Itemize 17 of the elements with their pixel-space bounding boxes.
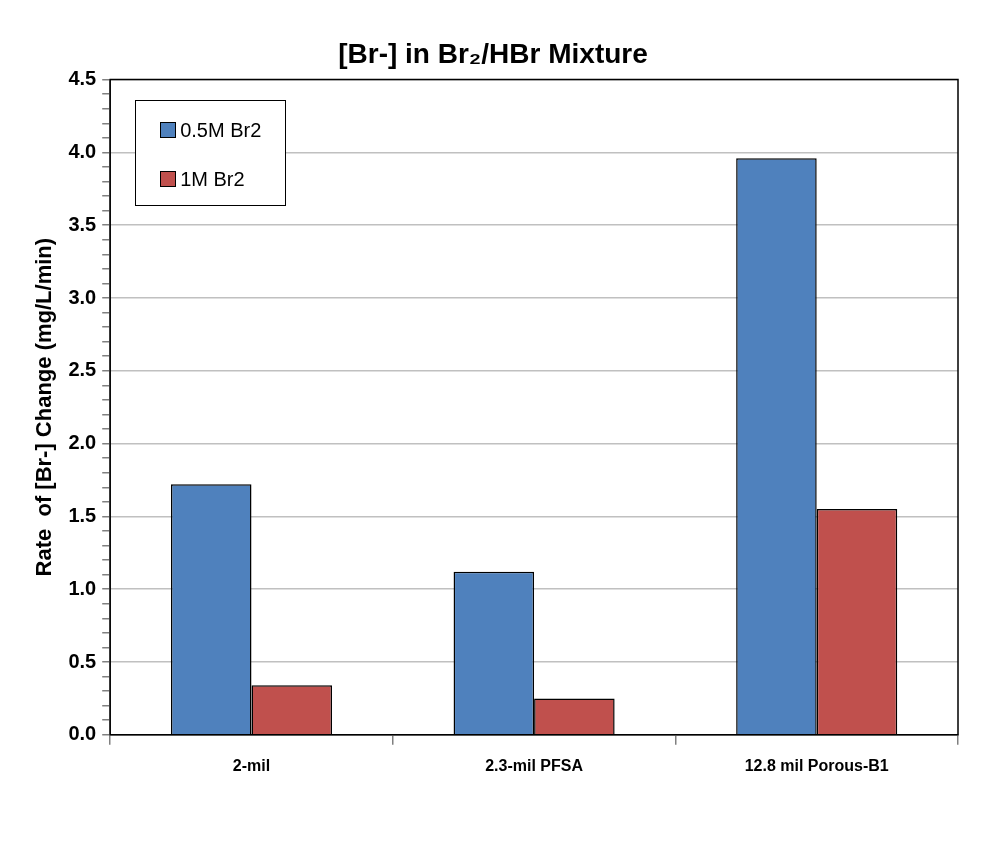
y-tick-label: 3.0 — [68, 285, 97, 308]
y-tick-label: 1.5 — [68, 503, 97, 526]
y-tick-label: 1.0 — [68, 576, 97, 599]
x-tick-label: 2-mil — [232, 756, 271, 774]
y-tick-label: 3.5 — [68, 212, 97, 235]
chart-title: [Br-] in Br₂/HBr Mixture — [338, 37, 648, 69]
y-tick-label: 2.5 — [68, 358, 97, 381]
legend-label: 1M Br2 — [180, 167, 245, 191]
legend-label: 0.5M Br2 — [180, 118, 262, 142]
y-tick-label: 4.5 — [68, 67, 97, 90]
y-tick-label: 2.0 — [68, 431, 97, 454]
y-tick-label: 4.0 — [68, 139, 97, 162]
x-tick-label: 12.8 mil Porous-B1 — [744, 756, 889, 774]
x-tick-label: 2.3-mil PFSA — [485, 756, 584, 774]
y-tick-label: 0.0 — [68, 722, 97, 745]
text: 0.5 — [68, 649, 97, 672]
y-axis-title: Rate of [Br-] Change (mg/L/min) — [31, 237, 57, 577]
